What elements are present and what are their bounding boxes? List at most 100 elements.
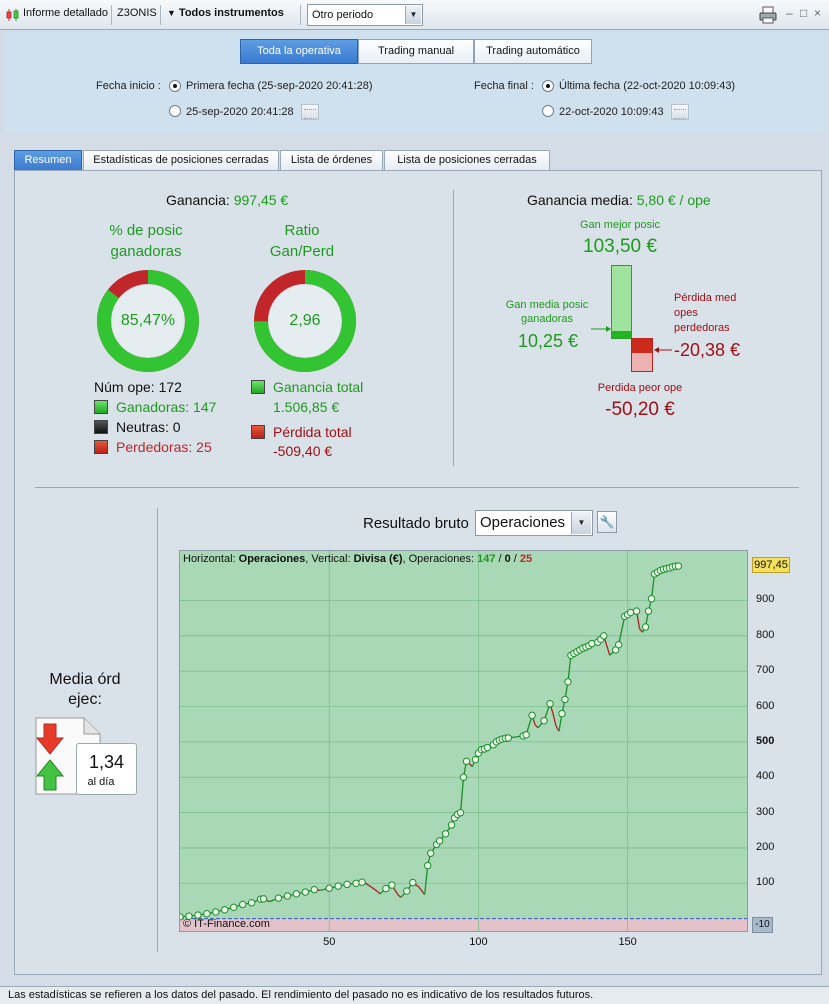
chart-point [674,562,683,570]
avg-win-bar [611,265,632,339]
media-ord-value: 1,34 [88,752,125,772]
losers-count: Perdedoras: 25 [116,439,212,455]
chart-negative-area [180,918,747,931]
last-value-badge: 997,45 [752,557,790,574]
chart-y-tick-label: 500 [756,734,775,747]
arrow-left-icon [654,345,672,353]
calendar-icon[interactable] [671,104,689,120]
close-icon[interactable]: × [814,6,822,20]
win-pct-donut: 85,47% [96,269,200,373]
equity-chart: Horizontal: Operaciones, Vertical: Divis… [179,550,748,932]
chart-point [423,861,432,870]
chart-y-tick-label: 100 [756,876,775,889]
chart-x-axis: 50 100 150 [179,936,748,952]
tab-all-operations[interactable]: Toda la operativa [240,39,358,64]
chart-vertical-label: , Vertical: [305,553,354,565]
chevron-down-icon[interactable]: ▼ [405,6,421,24]
avg-loss-label-line: Pérdida med [674,292,737,304]
chart-line-segment [370,886,378,892]
chart-left-divider [157,508,158,952]
tab-automatic-trading[interactable]: Trading automático [474,39,592,64]
total-loss-legend-swatch [251,425,265,439]
gain-value: 997,45 € [233,192,289,208]
section-divider [35,487,799,488]
chart-point [614,640,623,649]
maximize-icon[interactable]: □ [800,6,808,20]
chart-point [325,884,333,892]
end-last-date-radio[interactable] [542,80,554,92]
end-custom-date-text: 22-oct-2020 10:09:43 [559,106,664,118]
end-custom-date-radio[interactable] [542,105,554,117]
account-label[interactable]: Z3ONIS [117,7,157,19]
chart-point [301,888,310,896]
chart-horizontal-label: Horizontal: [183,553,239,565]
chart-point [238,900,247,909]
chart-line-segment [459,777,465,813]
gain-heading: Ganancia: 997,45 € [166,192,288,208]
best-pos-value: 103,50 € [583,236,657,257]
chart-line-segment [376,890,381,895]
chart-point [459,773,468,781]
chart-point [358,878,366,886]
chart-point [471,755,480,764]
win-pct-title-line: ganadoras [110,243,182,260]
min-value-badge: -10 [752,917,773,934]
report-button[interactable]: Informe detallado [23,7,108,19]
summary-divider [453,190,454,466]
avg-win-value: 10,25 € [517,331,579,351]
toolbar-divider [300,5,301,25]
printer-icon[interactable] [759,6,777,24]
chart-point [528,711,536,720]
ratio-value: 2,96 [289,312,321,329]
chart-mode-select[interactable]: Operaciones ▼ [475,510,593,536]
tab-closed-positions-list[interactable]: Lista de posiciones cerradas [384,150,550,170]
chart-point [180,913,184,921]
tab-orders-list[interactable]: Lista de órdenes [280,150,383,170]
tab-manual-trading[interactable]: Trading manual [358,39,474,64]
start-first-date-radio[interactable] [169,80,181,92]
chart-mode-select-value: Operaciones [480,514,566,531]
chart-y-tick-label: 200 [756,840,775,853]
chart-y-tick-label: 600 [756,699,775,712]
chart-title: Resultado bruto [363,515,469,532]
chart-point [403,887,411,895]
chart-point [456,808,465,817]
chart-x-tick-label: 150 [618,936,637,948]
total-gain-legend-swatch [251,380,265,394]
chart-point [221,906,229,914]
chart-positive-area [180,551,747,919]
chart-settings-wrench-icon[interactable]: 🔧 [597,511,617,533]
tab-summary[interactable]: Resumen [14,150,82,170]
chart-grid [180,551,747,931]
chart-point [203,909,211,918]
chart-point [274,894,283,902]
minimize-icon[interactable]: – [786,6,793,20]
chart-point [259,895,268,903]
candlestick-icon [5,8,21,22]
gain-label: Ganancia: [166,192,230,208]
chart-point [426,849,435,857]
top-toolbar: Informe detallado Z3ONIS ▼ Todos instrume… [0,0,829,30]
toolbar-divider [111,5,112,25]
calendar-icon[interactable] [301,104,319,120]
instruments-dropdown[interactable]: ▼ Todos instrumentos [167,7,284,19]
donut-win-arc [97,270,199,372]
start-custom-date-radio[interactable] [169,105,181,117]
chevron-down-icon[interactable]: ▼ [571,512,591,534]
chart-point [283,892,292,900]
avg-loss-bar [631,338,653,372]
chart-line-segment [534,724,539,729]
chart-points [180,562,683,921]
chart-point [343,880,351,889]
end-date-label: Fecha final : [474,80,534,92]
chart-ops-label: , Operaciones: [402,553,478,565]
period-select[interactable]: Otro periodo ▼ [307,4,423,26]
status-bar: Las estadísticas se refieren a los datos… [0,986,829,1004]
avg-loss-bar-fill [632,339,652,353]
tab-closed-positions-stats[interactable]: Estadísticas de posiciones cerradas [83,150,279,170]
chart-point [334,882,342,890]
chart-horizontal-value: Operaciones [238,553,306,565]
num-ope: Núm ope: 172 [94,379,182,395]
worst-ope-label: Perdida peor ope [597,382,683,394]
media-ord-unit: al día [87,776,115,788]
